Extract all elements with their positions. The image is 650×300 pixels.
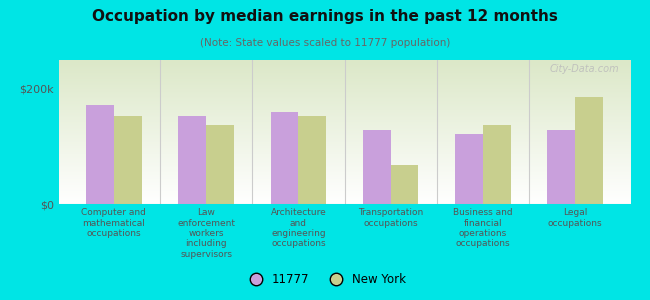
Bar: [391, 165, 419, 204]
Bar: [483, 124, 510, 204]
Legend: 11777, New York: 11777, New York: [239, 269, 411, 291]
Text: City-Data.com: City-Data.com: [549, 64, 619, 74]
Text: (Note: State values scaled to 11777 population): (Note: State values scaled to 11777 popu…: [200, 38, 450, 47]
Bar: [298, 116, 326, 204]
Bar: [455, 134, 483, 204]
Text: Occupation by median earnings in the past 12 months: Occupation by median earnings in the pas…: [92, 9, 558, 24]
Bar: [270, 112, 298, 204]
Bar: [86, 105, 114, 204]
Bar: [363, 130, 391, 204]
Bar: [547, 130, 575, 204]
Bar: [114, 116, 142, 204]
Bar: [575, 98, 603, 204]
Bar: [206, 124, 234, 204]
Bar: [179, 116, 206, 204]
